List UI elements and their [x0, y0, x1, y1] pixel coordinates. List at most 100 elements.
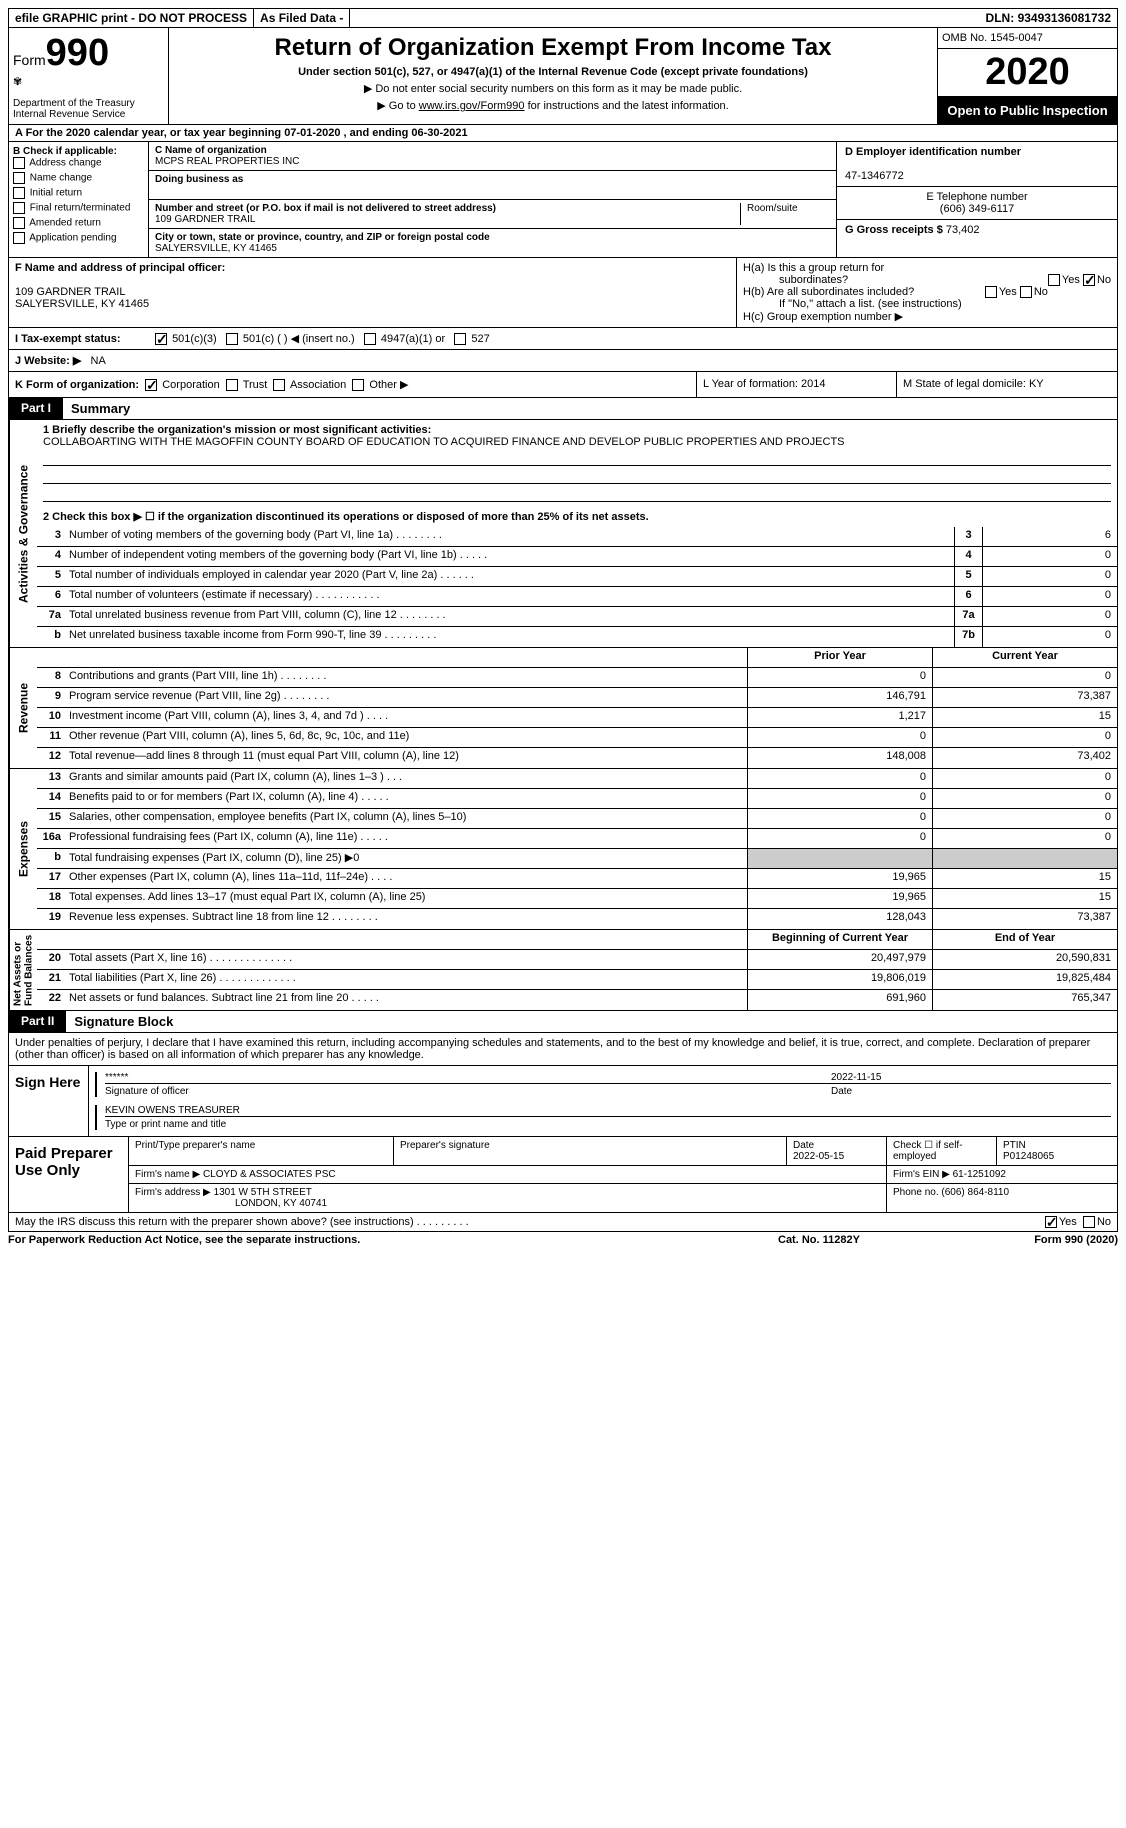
- table-row: 20Total assets (Part X, line 16) . . . .…: [37, 950, 1117, 970]
- paid-preparer: Paid Preparer Use Only Print/Type prepar…: [8, 1137, 1118, 1213]
- row-i: I Tax-exempt status: 501(c)(3) 501(c) ( …: [8, 328, 1118, 350]
- vert-rev: Revenue: [9, 648, 37, 768]
- part1-title: Summary: [63, 398, 138, 419]
- sign-label: Sign Here: [9, 1066, 89, 1136]
- chk-pending[interactable]: Application pending: [13, 232, 144, 244]
- ha: H(a) Is this a group return for: [743, 262, 1111, 274]
- omb: OMB No. 1545-0047: [938, 28, 1117, 49]
- b-title: B Check if applicable:: [13, 146, 144, 157]
- col-d: D Employer identification number 47-1346…: [837, 142, 1117, 257]
- table-row: 22Net assets or fund balances. Subtract …: [37, 990, 1117, 1010]
- prep-row3: Firm's address ▶ 1301 W 5TH STREET LONDO…: [129, 1184, 1117, 1212]
- row-j: J Website: ▶ NA: [8, 350, 1118, 372]
- discuss-row: May the IRS discuss this return with the…: [8, 1213, 1118, 1232]
- part1-header: Part I Summary: [8, 398, 1118, 420]
- table-row: bNet unrelated business taxable income f…: [37, 627, 1117, 647]
- chk-address[interactable]: Address change: [13, 157, 144, 169]
- chk-trust[interactable]: Trust: [226, 379, 268, 391]
- dept: Department of the Treasury Internal Reve…: [13, 98, 164, 120]
- vert-nab: Net Assets or Fund Balances: [9, 930, 37, 1010]
- note2: ▶ Go to www.irs.gov/Form990 for instruct…: [175, 99, 931, 112]
- table-row: bTotal fundraising expenses (Part IX, co…: [37, 849, 1117, 869]
- part2-title: Signature Block: [66, 1011, 181, 1032]
- nab-lines: 20Total assets (Part X, line 16) . . . .…: [37, 950, 1117, 1010]
- row-klm: K Form of organization: Corporation Trus…: [8, 372, 1118, 398]
- treasury-logo: ✾: [13, 75, 164, 88]
- table-row: 9Program service revenue (Part VIII, lin…: [37, 688, 1117, 708]
- page-footer: For Paperwork Reduction Act Notice, see …: [8, 1234, 1118, 1246]
- table-row: 12Total revenue—add lines 8 through 11 (…: [37, 748, 1117, 768]
- table-row: 18Total expenses. Add lines 13–17 (must …: [37, 889, 1117, 909]
- hb: H(b) Are all subordinates included? Yes …: [743, 286, 1111, 298]
- header-left: Form990 ✾ Department of the Treasury Int…: [9, 28, 169, 124]
- table-row: 17Other expenses (Part IX, column (A), l…: [37, 869, 1117, 889]
- chk-assoc[interactable]: Association: [273, 379, 346, 391]
- chk-501c[interactable]: 501(c) ( ) ◀ (insert no.): [226, 332, 355, 345]
- form-990-page: efile GRAPHIC print - DO NOT PROCESS As …: [0, 0, 1126, 1254]
- part2-header: Part II Signature Block: [8, 1011, 1118, 1033]
- rev-lines: 8Contributions and grants (Part VIII, li…: [37, 668, 1117, 768]
- tax-year: 2020: [938, 49, 1117, 97]
- hbno: If "No," attach a list. (see instruction…: [779, 298, 1111, 310]
- prep-body: Print/Type preparer's name Preparer's si…: [129, 1137, 1117, 1212]
- part1-label: Part I: [9, 398, 63, 419]
- chk-other[interactable]: Other ▶: [352, 379, 408, 391]
- ein-block: D Employer identification number 47-1346…: [837, 142, 1117, 187]
- prep-row1: Print/Type preparer's name Preparer's si…: [129, 1137, 1117, 1166]
- gov-lines: 3Number of voting members of the governi…: [37, 527, 1117, 647]
- chk-527[interactable]: 527: [454, 333, 489, 345]
- chk-501c3[interactable]: 501(c)(3): [155, 333, 217, 345]
- ha2: subordinates? Yes No: [743, 274, 1111, 286]
- part2-label: Part II: [9, 1011, 66, 1032]
- asfiled: As Filed Data -: [254, 9, 350, 27]
- table-row: 16aProfessional fundraising fees (Part I…: [37, 829, 1117, 849]
- prep-label: Paid Preparer Use Only: [9, 1137, 129, 1212]
- expenses: Expenses 13Grants and similar amounts pa…: [8, 769, 1118, 930]
- table-row: 4Number of independent voting members of…: [37, 547, 1117, 567]
- dba-block: Doing business as: [149, 171, 836, 200]
- room-suite: Room/suite: [740, 203, 830, 225]
- table-row: 19Revenue less expenses. Subtract line 1…: [37, 909, 1117, 929]
- table-row: 10Investment income (Part VIII, column (…: [37, 708, 1117, 728]
- sign-body: ****** 2022-11-15 Signature of officer D…: [89, 1066, 1117, 1136]
- efile-notice: efile GRAPHIC print - DO NOT PROCESS: [9, 9, 254, 27]
- col-m: M State of legal domicile: KY: [897, 372, 1117, 397]
- form-subtitle: Under section 501(c), 527, or 4947(a)(1)…: [175, 66, 931, 78]
- header: Form990 ✾ Department of the Treasury Int…: [8, 28, 1118, 125]
- chk-final[interactable]: Final return/terminated: [13, 202, 144, 214]
- chk-initial[interactable]: Initial return: [13, 187, 144, 199]
- chk-4947[interactable]: 4947(a)(1) or: [364, 333, 445, 345]
- table-row: 5Total number of individuals employed in…: [37, 567, 1117, 587]
- table-row: 14Benefits paid to or for members (Part …: [37, 789, 1117, 809]
- vert-ag: Activities & Governance: [9, 420, 37, 647]
- section-fh: F Name and address of principal officer:…: [8, 258, 1118, 328]
- col-l: L Year of formation: 2014: [697, 372, 897, 397]
- col-b: B Check if applicable: Address change Na…: [9, 142, 149, 257]
- ha-yesno[interactable]: Yes No: [1048, 274, 1111, 286]
- header-right: OMB No. 1545-0047 2020 Open to Public In…: [937, 28, 1117, 124]
- city-block: City or town, state or province, country…: [149, 229, 836, 257]
- table-row: 21Total liabilities (Part X, line 26) . …: [37, 970, 1117, 990]
- header-center: Return of Organization Exempt From Incom…: [169, 28, 937, 124]
- penalty-text: Under penalties of perjury, I declare th…: [8, 1033, 1118, 1066]
- table-row: 11Other revenue (Part VIII, column (A), …: [37, 728, 1117, 748]
- chk-corp[interactable]: Corporation: [145, 379, 220, 391]
- sign-here: Sign Here ****** 2022-11-15 Signature of…: [8, 1066, 1118, 1137]
- hc: H(c) Group exemption number ▶: [743, 310, 1111, 323]
- row-a: A For the 2020 calendar year, or tax yea…: [8, 125, 1118, 142]
- col-f: F Name and address of principal officer:…: [9, 258, 737, 327]
- discuss-yesno[interactable]: Yes No: [1039, 1213, 1117, 1231]
- receipts-block: G Gross receipts $ 73,402: [837, 220, 1117, 240]
- table-row: 7aTotal unrelated business revenue from …: [37, 607, 1117, 627]
- activities-gov: Activities & Governance 1 Briefly descri…: [8, 420, 1118, 648]
- table-row: 3Number of voting members of the governi…: [37, 527, 1117, 547]
- hb-yesno[interactable]: Yes No: [985, 286, 1048, 298]
- open-inspection: Open to Public Inspection: [938, 97, 1117, 124]
- chk-amended[interactable]: Amended return: [13, 217, 144, 229]
- chk-name[interactable]: Name change: [13, 172, 144, 184]
- table-row: 8Contributions and grants (Part VIII, li…: [37, 668, 1117, 688]
- revenue: Revenue Prior Year Current Year 8Contrib…: [8, 648, 1118, 769]
- exp-lines: 13Grants and similar amounts paid (Part …: [37, 769, 1117, 929]
- addr-block: Number and street (or P.O. box if mail i…: [149, 200, 836, 229]
- col-headers: Prior Year Current Year: [37, 648, 1117, 668]
